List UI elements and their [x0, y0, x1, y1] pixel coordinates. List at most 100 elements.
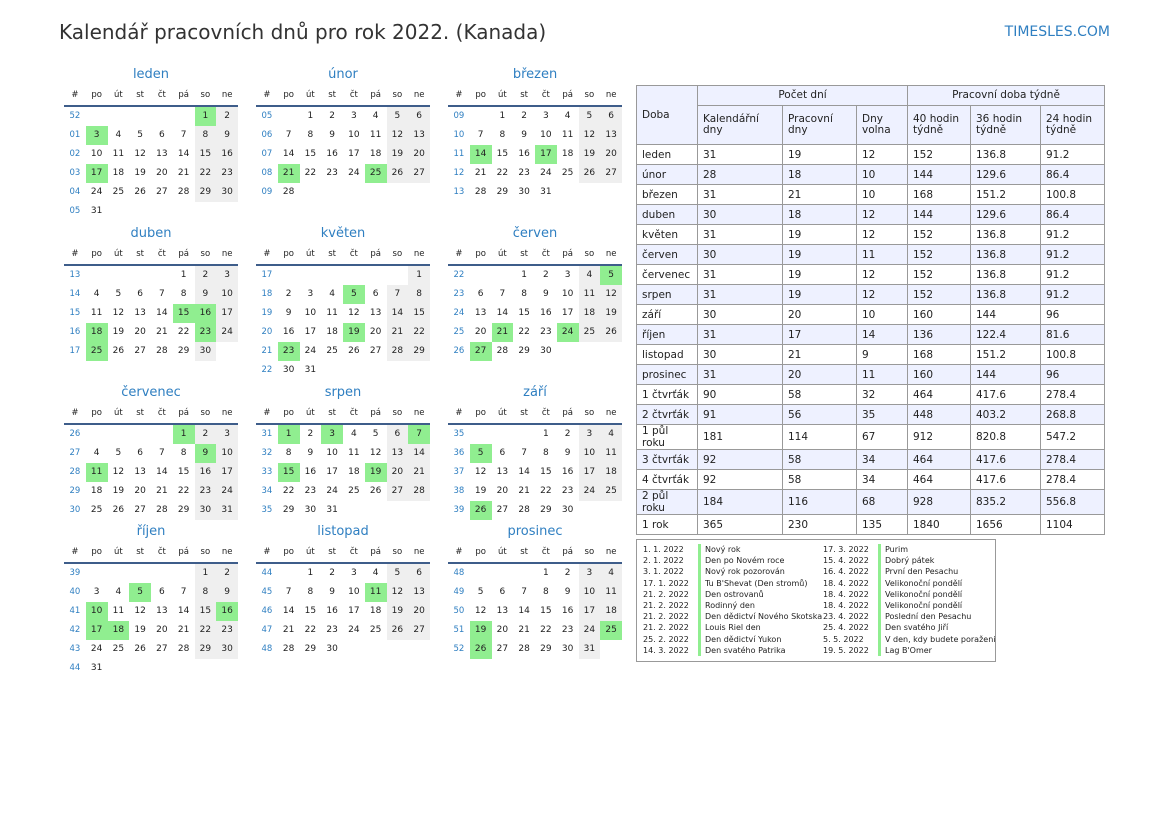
day-cell: 22	[194, 621, 217, 640]
day-cell: 29	[540, 505, 552, 515]
day-cell: 16	[518, 149, 530, 159]
table-cell: 19	[782, 264, 857, 285]
day-cell: 11	[600, 583, 622, 602]
weekday-header: po	[469, 245, 492, 266]
month-name: leden	[132, 67, 170, 82]
holiday-name: První den Pesachu	[885, 567, 959, 577]
holiday-date: 25. 2. 2022	[640, 633, 701, 645]
day-cell: 16	[304, 467, 317, 477]
day-cell: 12	[600, 285, 622, 304]
day-cell: 7	[180, 130, 187, 140]
weekday-header: čt	[535, 245, 557, 266]
weekday-header: st	[129, 404, 151, 425]
day-cell	[513, 425, 535, 444]
table-row: duben 30 18 12 144 129.6 86.4	[636, 204, 1105, 225]
day-cell: 29	[282, 505, 295, 515]
weekday-header: čt	[151, 86, 173, 107]
day-cell: 13	[496, 467, 509, 477]
month-name: červen	[512, 226, 558, 241]
table-cell: 31	[697, 224, 783, 245]
table-row: 4 čtvrťák 92 58 34 464 417.6 278.4	[636, 469, 1105, 490]
weekday-header: čt	[151, 404, 173, 425]
day-cell: 4	[115, 130, 122, 140]
day-cell: 22	[304, 625, 317, 635]
day-cell: 11	[112, 606, 125, 616]
day-cell: 23	[540, 327, 552, 337]
day-cell: 25	[364, 164, 387, 183]
day-cell: 30	[282, 365, 295, 375]
day-cell: 26	[469, 501, 492, 520]
table-cell: červen	[636, 244, 698, 265]
day-cell	[470, 266, 492, 285]
day-cell	[108, 266, 130, 285]
table-cell: 21	[782, 344, 857, 365]
day-cell: 22	[540, 625, 552, 635]
day-cell	[343, 501, 365, 520]
table-cell: 58	[782, 384, 857, 405]
day-cell: 4	[578, 266, 601, 285]
day-cell: 18	[369, 606, 382, 616]
table-cell: 30	[697, 204, 783, 225]
day-cell: 19	[134, 168, 146, 178]
week-number: 35	[453, 429, 465, 439]
day-cell: 1	[521, 270, 527, 280]
day-cell: 27	[156, 187, 168, 197]
day-cell: 20	[134, 327, 146, 337]
weekday-header: čt	[535, 404, 557, 425]
day-cell: 23	[561, 486, 574, 496]
day-cell	[195, 659, 217, 678]
day-cell: 23	[326, 168, 338, 178]
day-cell	[365, 501, 387, 520]
month-grid: # po út st čt pá so ne 26 1 2 3 27 4 5 6 7 8 9 10 28 11 12 13 14…	[64, 404, 238, 520]
day-cell: 15	[304, 606, 317, 616]
table-cell: 20	[782, 304, 857, 325]
holiday-item: 21. 2. 2022 Den ostrovanů	[640, 588, 822, 600]
day-cell: 17	[578, 463, 601, 482]
day-cell: 28	[496, 346, 509, 356]
day-cell: 17	[304, 327, 317, 337]
day-cell: 10	[578, 583, 601, 602]
day-cell: 2	[194, 425, 217, 444]
table-cell: březen	[636, 184, 698, 205]
day-cell: 21	[518, 486, 530, 496]
day-cell: 2	[521, 111, 527, 121]
day-cell: 25	[369, 625, 382, 635]
day-cell: 27	[496, 505, 509, 515]
table-cell: 114	[782, 424, 857, 450]
day-cell: 30	[216, 183, 238, 202]
weekday-header: út	[107, 245, 130, 266]
day-cell: 6	[477, 289, 484, 299]
month-grid: # po út st čt pá so ne 09 1 2 3 4 5 6 10 7 8 9 10 11 12 13 11 14…	[448, 86, 622, 202]
table-cell: 556.8	[1040, 489, 1105, 515]
th-24h: 24 hodin týdně	[1040, 105, 1105, 145]
day-cell: 6	[600, 107, 622, 126]
week-number: 41	[69, 606, 81, 616]
table-cell: 144	[970, 364, 1041, 385]
day-cell: 7	[499, 289, 506, 299]
holiday-name: Rodinný den	[705, 600, 755, 610]
holiday-name: V den, kdy budete poraženi	[885, 634, 996, 644]
weekday-header: so	[578, 245, 601, 266]
day-cell	[492, 425, 514, 444]
day-cell	[129, 425, 151, 444]
day-cell: 23	[194, 323, 217, 342]
week-number: 48	[453, 568, 465, 578]
holiday-item: 19. 5. 2022 Lag B'Omer	[820, 644, 996, 656]
week-number: 24	[453, 308, 465, 318]
table-cell: 30	[697, 244, 783, 265]
table-row: březen 31 21 10 168 151.2 100.8	[636, 184, 1105, 205]
day-cell: 11	[348, 448, 360, 458]
month-grid: # po út st čt pá so ne 39 1 2 40 3 4 5 6 7 8 9 41 10 11 12 13 14…	[64, 543, 238, 678]
day-cell	[579, 501, 601, 520]
day-cell	[343, 266, 365, 285]
day-cell: 22	[518, 327, 530, 337]
day-cell: 12	[474, 467, 487, 477]
day-cell	[86, 266, 108, 285]
day-cell: 9	[543, 289, 549, 299]
day-cell: 9	[521, 130, 527, 140]
day-cell: 9	[216, 583, 238, 602]
day-cell: 22	[177, 486, 190, 496]
site-link[interactable]: TIMESLES.COM	[1004, 24, 1110, 40]
holiday-item: 25. 4. 2022 Den svatého Jiří	[820, 622, 996, 634]
day-cell: 11	[90, 308, 103, 318]
